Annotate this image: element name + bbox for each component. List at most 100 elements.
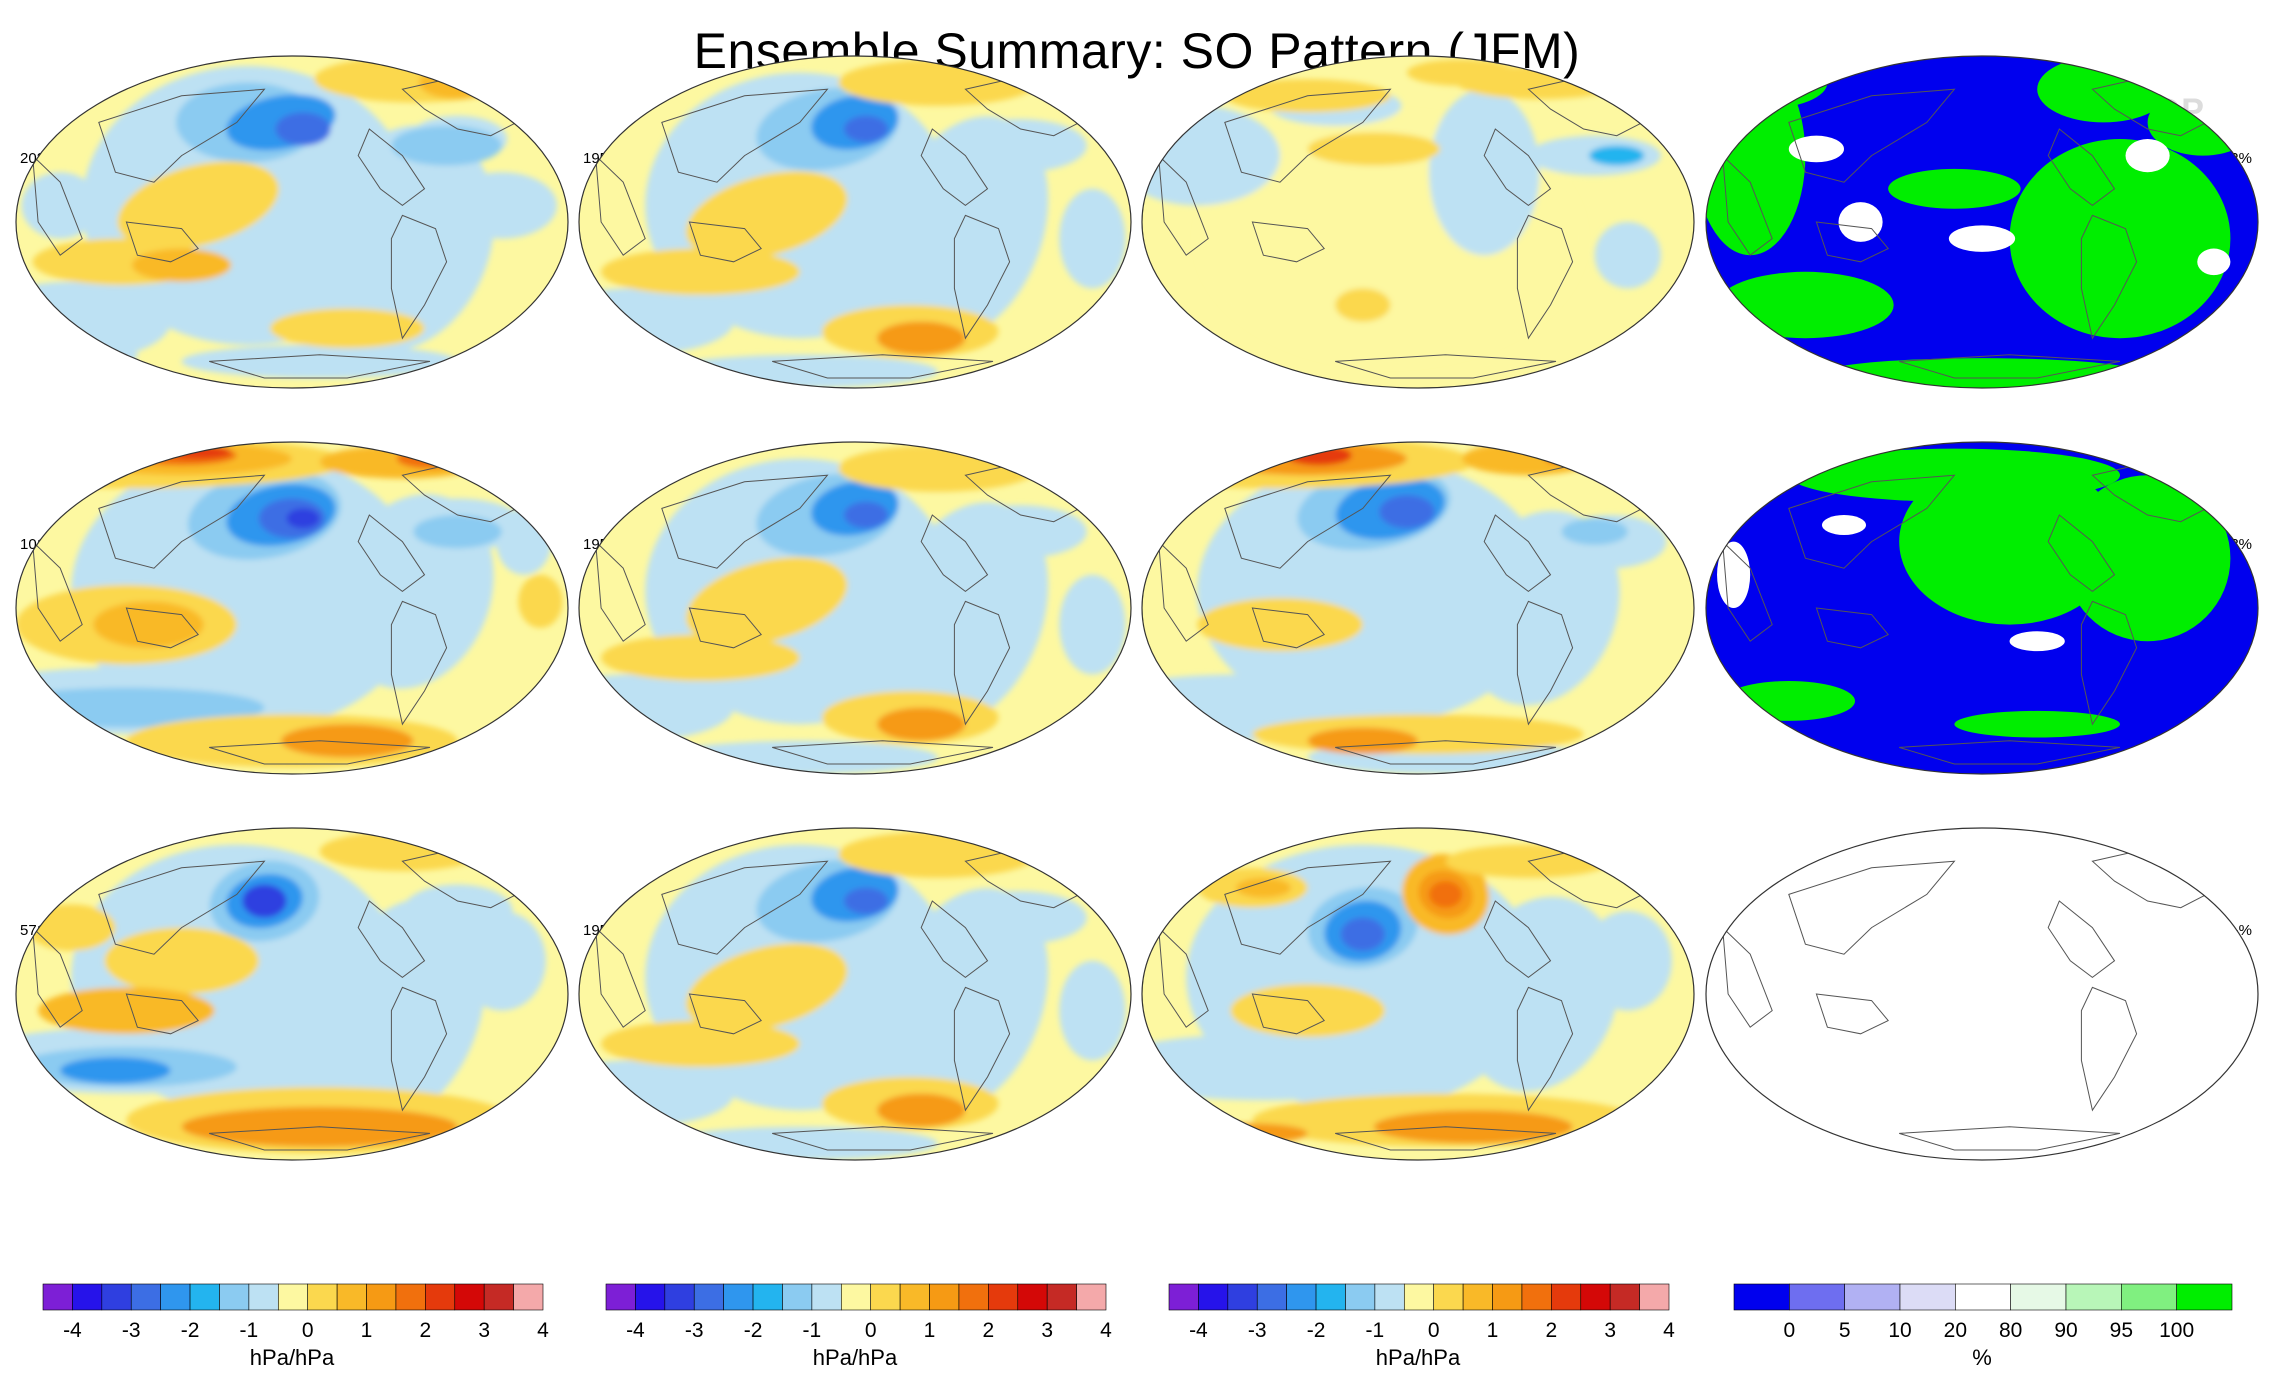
colorbar-1-box bbox=[1076, 1283, 1107, 1311]
colorbar-2-tick-label: 3 bbox=[1604, 1319, 1617, 1342]
colorbar-2-tick-label: 2 bbox=[1545, 1319, 1558, 1342]
colorbar-0-box bbox=[366, 1283, 397, 1311]
row1-rank-map-field bbox=[1706, 442, 2258, 774]
colorbar-2-tick-label: 4 bbox=[1663, 1319, 1675, 1342]
colorbar-2-box bbox=[1433, 1283, 1464, 1311]
row2-obs-map bbox=[578, 827, 1132, 1161]
row0-model-map-field bbox=[16, 56, 568, 388]
row0-rank-map bbox=[1705, 55, 2259, 389]
colorbar-0-box bbox=[130, 1283, 161, 1311]
colorbar-0-tick-label: 2 bbox=[419, 1319, 432, 1342]
colorbar-1-tick-label: 0 bbox=[864, 1319, 877, 1342]
colorbar-0-box bbox=[454, 1283, 485, 1311]
colorbar-2-box bbox=[1492, 1283, 1523, 1311]
colorbar-3-tick-label: 5 bbox=[1838, 1319, 1851, 1342]
colorbar-1-tick-label: 1 bbox=[923, 1319, 936, 1342]
colorbar-3-tick-label: 100 bbox=[2159, 1319, 2195, 1342]
colorbar-0-box bbox=[101, 1283, 132, 1311]
row1-model-map bbox=[15, 441, 569, 775]
colorbar-1-box bbox=[929, 1283, 960, 1311]
row1-rank-map-coastlines bbox=[1721, 464, 2221, 765]
colorbar-2-box bbox=[1462, 1283, 1493, 1311]
colorbar-3-tick-label: 95 bbox=[2109, 1319, 2134, 1342]
colorbar-1-box bbox=[693, 1283, 724, 1311]
colorbar-3-box bbox=[1844, 1283, 1901, 1311]
colorbar-0-box bbox=[219, 1283, 250, 1311]
colorbar-1-box bbox=[1046, 1283, 1077, 1311]
colorbar-2-tick-label: -4 bbox=[1189, 1319, 1208, 1342]
colorbar-1-box bbox=[1017, 1283, 1048, 1311]
row2-diff-map bbox=[1141, 827, 1695, 1161]
colorbar-2-box bbox=[1580, 1283, 1611, 1311]
row2-obs-map-field bbox=[579, 828, 1131, 1160]
colorbar-1-box bbox=[782, 1283, 813, 1311]
colorbar-0-box bbox=[307, 1283, 338, 1311]
colorbar-1-box bbox=[899, 1283, 930, 1311]
colorbar-2-box bbox=[1315, 1283, 1346, 1311]
row0-diff-map bbox=[1141, 55, 1695, 389]
colorbar-1-box bbox=[605, 1283, 636, 1311]
colorbar-3-box bbox=[1899, 1283, 1956, 1311]
colorbar-3-tick-label: 80 bbox=[1998, 1319, 2023, 1342]
colorbar-2-box bbox=[1286, 1283, 1317, 1311]
colorbar-0-box bbox=[425, 1283, 456, 1311]
row0-diff-map-coastlines bbox=[1157, 78, 1657, 379]
colorbar-3 bbox=[1733, 1283, 2233, 1311]
colorbar-3-box bbox=[2176, 1283, 2233, 1311]
row2-diff-map-field bbox=[1142, 828, 1694, 1160]
colorbar-2-tick-label: 1 bbox=[1486, 1319, 1499, 1342]
colorbar-2-box bbox=[1227, 1283, 1258, 1311]
colorbar-3-tick-label: 90 bbox=[2054, 1319, 2078, 1342]
colorbar-0-box bbox=[513, 1283, 544, 1311]
colorbar-1-tick-label: -2 bbox=[743, 1319, 763, 1342]
colorbar-0-tick-label: 0 bbox=[301, 1319, 314, 1342]
colorbar-0-tick-label: -3 bbox=[121, 1319, 141, 1342]
colorbar-0-box bbox=[248, 1283, 279, 1311]
colorbar-0-box bbox=[395, 1283, 426, 1311]
colorbar-3-units: % bbox=[1972, 1345, 1992, 1370]
colorbar-3-box bbox=[2010, 1283, 2067, 1311]
colorbar-2-units: hPa/hPa bbox=[1375, 1345, 1461, 1370]
colorbar-1-tick-label: -3 bbox=[684, 1319, 704, 1342]
row1-obs-map-field bbox=[579, 442, 1131, 774]
colorbar-0-tick-label: 3 bbox=[478, 1319, 491, 1342]
colorbar-2-box bbox=[1403, 1283, 1435, 1311]
row1-obs-map bbox=[578, 441, 1132, 775]
colorbar-0-box bbox=[277, 1283, 309, 1311]
colorbar-0-box bbox=[189, 1283, 220, 1311]
colorbar-1-box bbox=[752, 1283, 783, 1311]
colorbar-0-box bbox=[42, 1283, 73, 1311]
colorbar-0-tick-label: -2 bbox=[180, 1319, 200, 1342]
colorbar-3-box bbox=[1789, 1283, 1845, 1311]
colorbar-2-box bbox=[1609, 1283, 1640, 1311]
colorbar-1-box bbox=[635, 1283, 666, 1311]
colorbar-1-box bbox=[811, 1283, 842, 1311]
colorbar-0-box bbox=[72, 1283, 103, 1311]
colorbar-2-box bbox=[1345, 1283, 1376, 1311]
colorbar-3-box bbox=[1733, 1283, 1790, 1311]
row1-rank-map bbox=[1705, 441, 2259, 775]
colorbar-1-box bbox=[988, 1283, 1019, 1311]
row1-diff-map bbox=[1141, 441, 1695, 775]
row0-model-map bbox=[15, 55, 569, 389]
colorbar-1-box bbox=[664, 1283, 695, 1311]
colorbar-0-tick-label: 1 bbox=[360, 1319, 373, 1342]
colorbar-1-tick-label: -1 bbox=[802, 1319, 822, 1342]
row2-model-map bbox=[15, 827, 569, 1161]
colorbar-1 bbox=[605, 1283, 1107, 1311]
colorbar-1-tick-label: 2 bbox=[982, 1319, 995, 1342]
colorbar-1-box bbox=[870, 1283, 901, 1311]
colorbar-3-tick-label: 0 bbox=[1783, 1319, 1796, 1342]
colorbar-0 bbox=[42, 1283, 544, 1311]
colorbar-0-box bbox=[483, 1283, 514, 1311]
colorbar-0-tick-label: -4 bbox=[63, 1319, 82, 1342]
colorbar-1-units: hPa/hPa bbox=[812, 1345, 898, 1370]
colorbar-1-tick-label: 3 bbox=[1041, 1319, 1054, 1342]
colorbar-3-box bbox=[2065, 1283, 2122, 1311]
colorbar-2 bbox=[1168, 1283, 1670, 1311]
colorbar-1-box bbox=[840, 1283, 872, 1311]
colorbar-2-tick-label: -3 bbox=[1247, 1319, 1267, 1342]
colorbar-2-tick-label: -2 bbox=[1306, 1319, 1326, 1342]
row0-diff-map-field bbox=[1142, 56, 1694, 388]
